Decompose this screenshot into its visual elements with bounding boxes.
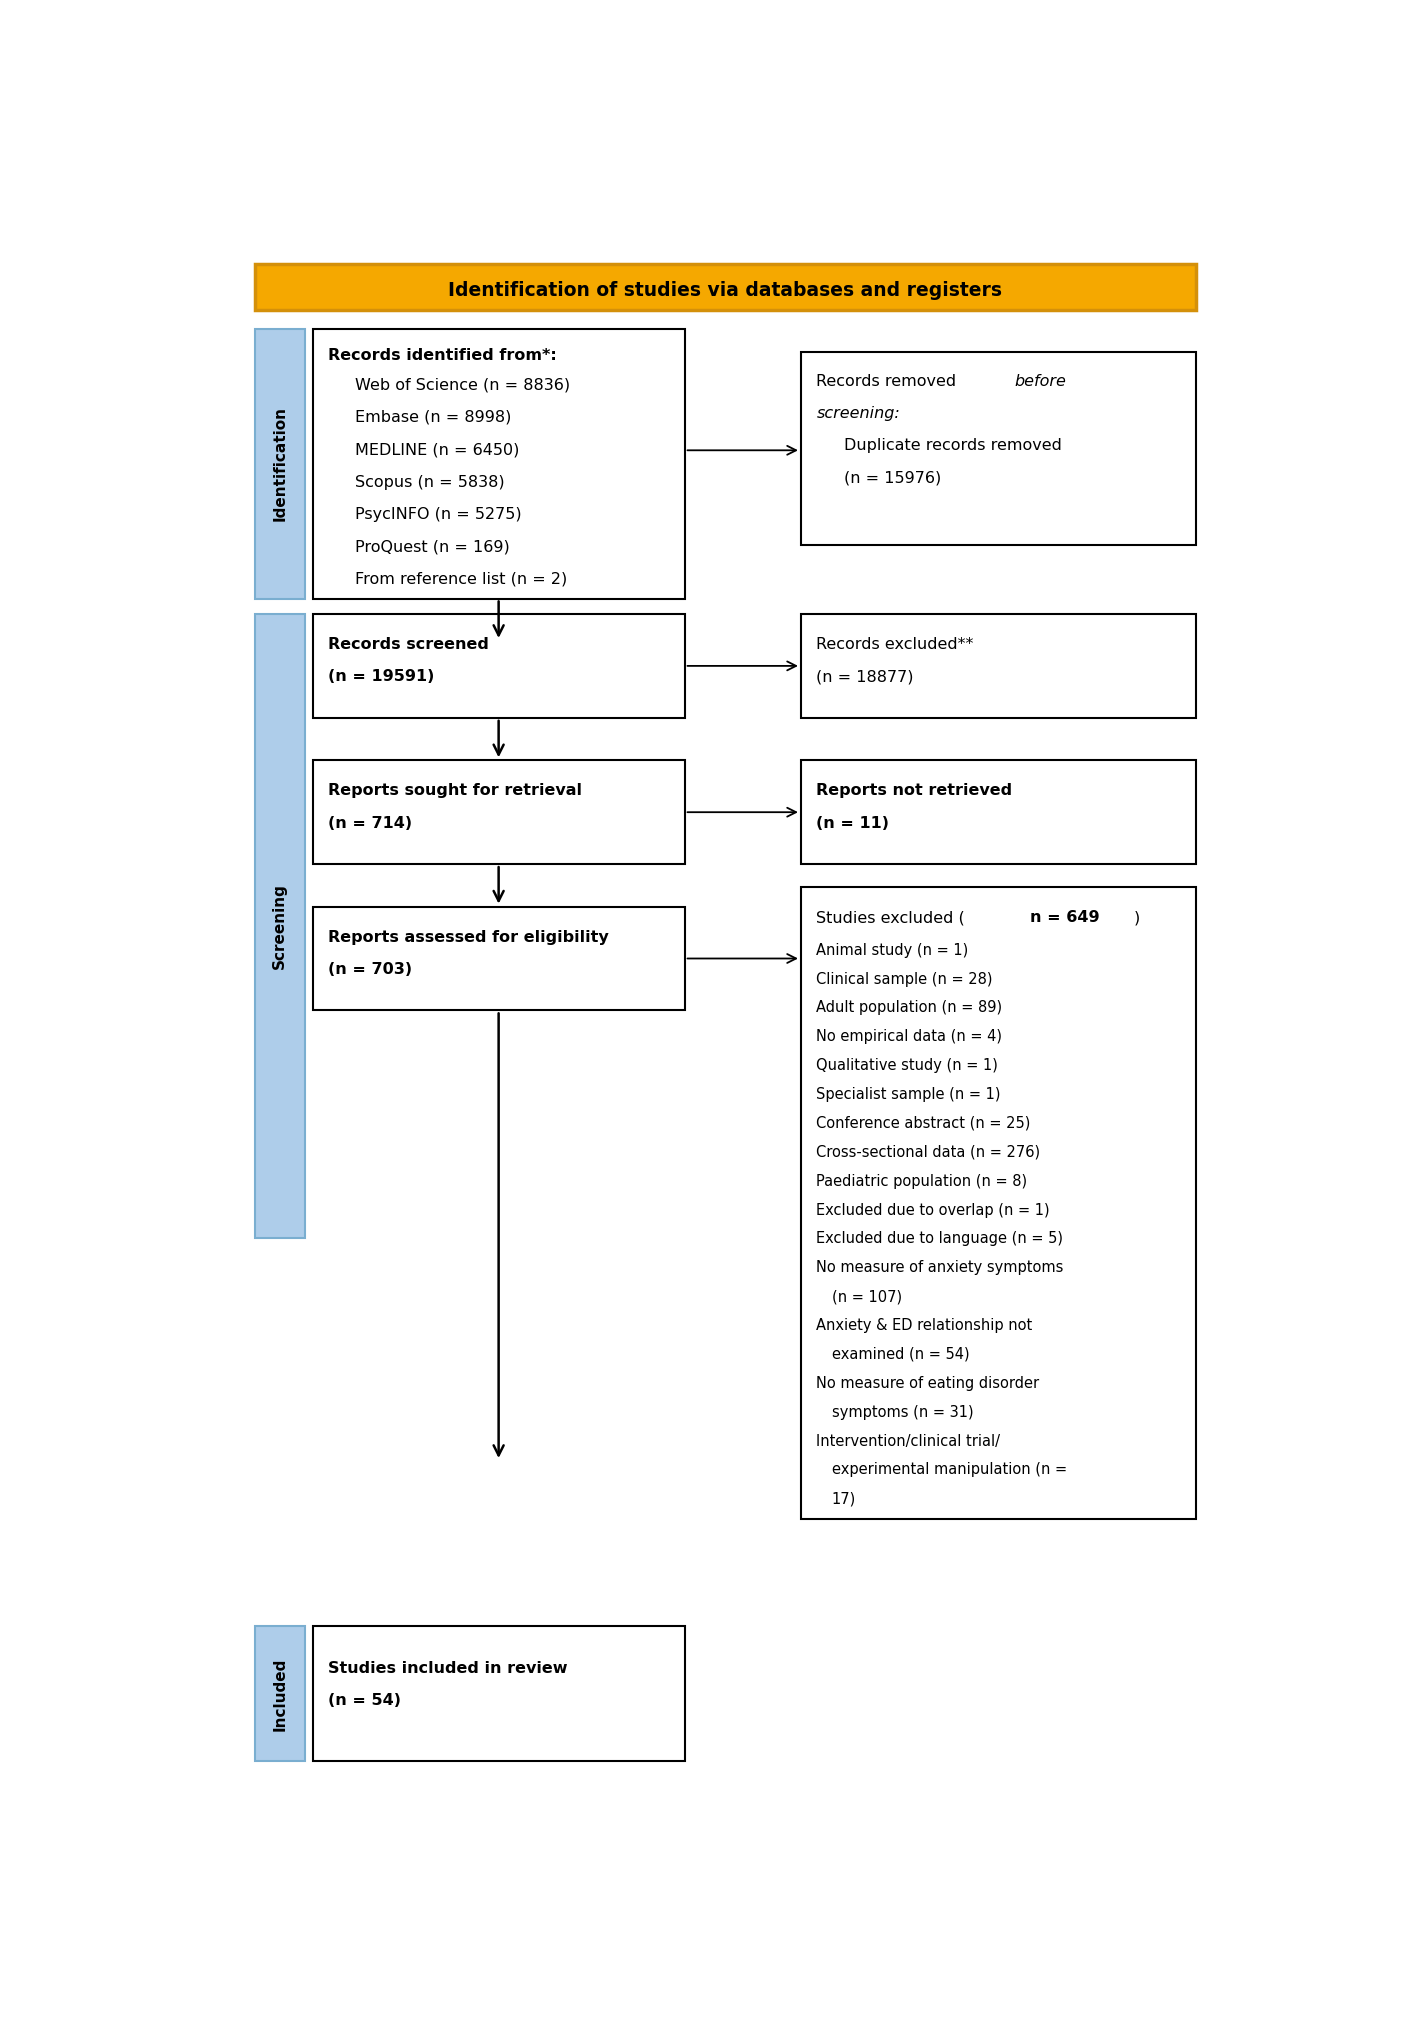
Text: Reports assessed for eligibility: Reports assessed for eligibility xyxy=(329,930,609,945)
Text: No measure of anxiety symptoms: No measure of anxiety symptoms xyxy=(817,1260,1063,1275)
Bar xyxy=(255,615,304,1238)
Text: Records removed: Records removed xyxy=(817,375,961,389)
Bar xyxy=(255,263,1197,309)
Text: before: before xyxy=(1014,375,1066,389)
Text: Conference abstract (n = 25): Conference abstract (n = 25) xyxy=(817,1116,1031,1130)
Bar xyxy=(801,615,1197,719)
Text: experimental manipulation (n =: experimental manipulation (n = xyxy=(831,1462,1068,1478)
Text: ): ) xyxy=(1134,910,1140,926)
Text: ProQuest (n = 169): ProQuest (n = 169) xyxy=(355,540,510,554)
Text: (n = 714): (n = 714) xyxy=(329,816,412,831)
Text: Duplicate records removed: Duplicate records removed xyxy=(844,438,1062,454)
Text: (n = 18877): (n = 18877) xyxy=(817,670,913,684)
Text: (n = 54): (n = 54) xyxy=(329,1694,401,1708)
Text: symptoms (n = 31): symptoms (n = 31) xyxy=(831,1405,974,1419)
Text: No measure of eating disorder: No measure of eating disorder xyxy=(817,1376,1039,1391)
Text: Excluded due to overlap (n = 1): Excluded due to overlap (n = 1) xyxy=(817,1203,1051,1218)
Bar xyxy=(801,352,1197,544)
Text: (n = 15976): (n = 15976) xyxy=(844,470,940,487)
Text: 17): 17) xyxy=(831,1490,857,1507)
Text: Web of Science (n = 8836): Web of Science (n = 8836) xyxy=(355,377,571,393)
Text: screening:: screening: xyxy=(817,405,901,421)
Text: From reference list (n = 2): From reference list (n = 2) xyxy=(355,572,568,586)
Text: Records excluded**: Records excluded** xyxy=(817,637,974,652)
Text: No empirical data (n = 4): No empirical data (n = 4) xyxy=(817,1030,1003,1044)
Text: Records screened: Records screened xyxy=(329,637,489,652)
Text: Paediatric population (n = 8): Paediatric population (n = 8) xyxy=(817,1173,1028,1189)
Bar xyxy=(313,615,684,719)
Text: (n = 19591): (n = 19591) xyxy=(329,670,435,684)
Text: Intervention/clinical trial/: Intervention/clinical trial/ xyxy=(817,1433,1000,1448)
Text: PsycINFO (n = 5275): PsycINFO (n = 5275) xyxy=(355,507,523,521)
Text: Animal study (n = 1): Animal study (n = 1) xyxy=(817,943,969,957)
Text: Specialist sample (n = 1): Specialist sample (n = 1) xyxy=(817,1087,1001,1101)
Bar xyxy=(255,330,304,599)
Text: Reports sought for retrieval: Reports sought for retrieval xyxy=(329,784,582,798)
Bar xyxy=(255,1627,304,1761)
Text: Adult population (n = 89): Adult population (n = 89) xyxy=(817,1000,1003,1016)
Bar xyxy=(313,1627,684,1761)
Text: Cross-sectional data (n = 276): Cross-sectional data (n = 276) xyxy=(817,1144,1041,1161)
Bar xyxy=(801,888,1197,1519)
Text: (n = 703): (n = 703) xyxy=(329,961,412,977)
Text: Anxiety & ED relationship not: Anxiety & ED relationship not xyxy=(817,1317,1032,1334)
Bar xyxy=(313,759,684,863)
Text: (n = 11): (n = 11) xyxy=(817,816,889,831)
Text: Excluded due to language (n = 5): Excluded due to language (n = 5) xyxy=(817,1232,1063,1246)
Text: Screening: Screening xyxy=(272,884,287,969)
Text: Clinical sample (n = 28): Clinical sample (n = 28) xyxy=(817,971,993,987)
Bar xyxy=(313,906,684,1010)
Text: MEDLINE (n = 6450): MEDLINE (n = 6450) xyxy=(355,442,520,458)
Text: Identification: Identification xyxy=(272,407,287,521)
Text: examined (n = 54): examined (n = 54) xyxy=(831,1348,970,1362)
Text: Studies excluded (: Studies excluded ( xyxy=(817,910,966,926)
Text: n = 649: n = 649 xyxy=(1029,910,1099,926)
Text: Studies included in review: Studies included in review xyxy=(329,1661,568,1676)
Text: Included: Included xyxy=(272,1657,287,1731)
Text: Identification of studies via databases and registers: Identification of studies via databases … xyxy=(449,281,1003,299)
Bar xyxy=(801,759,1197,863)
Text: Qualitative study (n = 1): Qualitative study (n = 1) xyxy=(817,1059,998,1073)
Bar xyxy=(313,330,684,599)
Text: (n = 107): (n = 107) xyxy=(831,1289,902,1305)
Text: Records identified from*:: Records identified from*: xyxy=(329,348,556,362)
Text: Reports not retrieved: Reports not retrieved xyxy=(817,784,1012,798)
Text: Embase (n = 8998): Embase (n = 8998) xyxy=(355,409,511,426)
Text: Scopus (n = 5838): Scopus (n = 5838) xyxy=(355,474,506,489)
